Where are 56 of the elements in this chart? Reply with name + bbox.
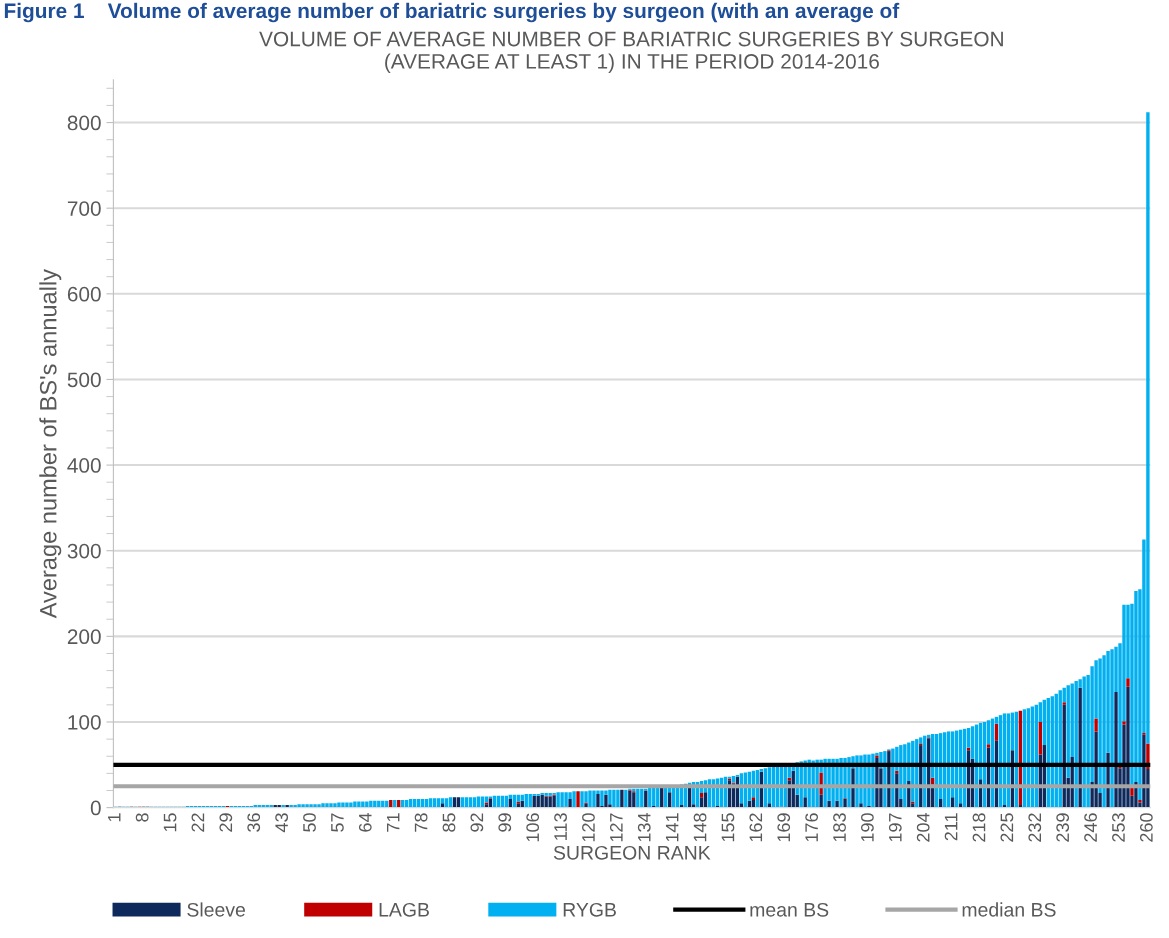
x-tick-label: 64 <box>358 813 372 832</box>
x-tick-label: 43 <box>275 813 288 833</box>
y-tick-label: 500 <box>67 372 101 388</box>
y-tick-label: 800 <box>67 115 101 131</box>
x-tick-label: 183 <box>833 813 846 842</box>
x-tick-label: 134 <box>637 813 651 842</box>
x-tick-label: 218 <box>972 813 986 842</box>
y-tick-label: 0 <box>90 800 101 816</box>
x-tick-label: 169 <box>777 813 791 842</box>
x-tick-label: 225 <box>1000 813 1014 842</box>
y-tick-label: 600 <box>67 286 101 302</box>
x-tick-label: 148 <box>693 813 707 842</box>
x-tick-label: 29 <box>219 813 233 832</box>
legend-label: median BS <box>962 902 1056 917</box>
x-tick-label: 22 <box>191 813 205 832</box>
x-tick-label: 260 <box>1139 813 1153 842</box>
chart-title: VOLUME OF AVERAGE NUMBER OF BARIATRIC SURGERIES BY SURGEON (AVERAGE AT LEAST 1) IN THE PERIOD 2014-2016 <box>259 31 1003 73</box>
x-tick-label: 8 <box>135 813 149 822</box>
x-tick-label: 239 <box>1056 813 1070 842</box>
legend-label: RYGB <box>563 902 616 917</box>
y-tick-label: 300 <box>67 543 101 559</box>
x-tick-label: 232 <box>1028 813 1042 842</box>
x-tick-label: 155 <box>721 813 735 842</box>
caption: Figure 1 Volume of average number of bariatric surgeries by surgeon (with an average of <box>4 2 900 23</box>
x-tick-label: 85 <box>442 813 456 832</box>
x-tick-label: 176 <box>805 813 819 842</box>
y-tick-label: 100 <box>68 714 101 730</box>
x-tick-label: 50 <box>303 813 316 832</box>
y-tick-label: 700 <box>67 201 101 216</box>
x-tick-label: 92 <box>470 813 484 832</box>
x-tick-label: 162 <box>749 813 763 842</box>
x-axis-title: SURGEON RANK <box>553 845 711 860</box>
y-axis-title: Average number of BS's annually <box>39 269 62 619</box>
x-tick-label: 99 <box>498 813 512 832</box>
x-tick-label: 197 <box>888 813 902 842</box>
x-tick-label: 204 <box>916 813 930 842</box>
legend-label: LAGB <box>379 902 429 917</box>
x-tick-label: 71 <box>386 813 400 832</box>
legend-label: Sleeve <box>187 902 245 917</box>
x-tick-label: 120 <box>582 813 595 842</box>
x-tick-label: 36 <box>247 813 261 832</box>
x-tick-label: 1 <box>108 813 121 822</box>
x-tick-label: 127 <box>609 813 623 842</box>
x-tick-label: 246 <box>1084 813 1097 842</box>
legend-label: mean BS <box>750 902 829 917</box>
x-tick-label: 190 <box>861 813 874 842</box>
x-tick-label: 57 <box>331 813 344 832</box>
x-tick-label: 141 <box>665 813 679 842</box>
x-tick-label: 78 <box>414 813 428 832</box>
x-tick-label: 211 <box>944 813 958 841</box>
x-tick-label: 253 <box>1112 813 1125 842</box>
y-tick-label: 200 <box>67 629 101 645</box>
x-tick-label: 106 <box>526 813 540 842</box>
x-tick-label: 15 <box>163 813 177 832</box>
x-tick-label: 113 <box>554 813 567 840</box>
y-tick-label: 400 <box>67 458 101 473</box>
